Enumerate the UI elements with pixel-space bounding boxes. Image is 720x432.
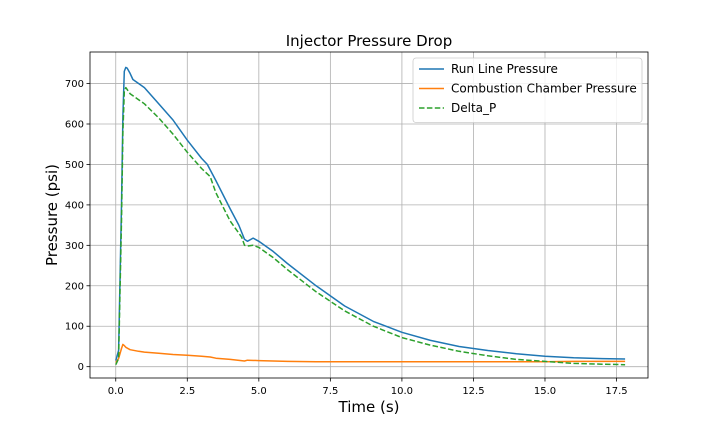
x-tick-label: 17.5 (605, 386, 627, 397)
series-lines (115, 66, 626, 366)
chart-title: Injector Pressure Drop (286, 32, 452, 50)
y-tick-label: 700 (65, 79, 84, 90)
legend-box (412, 57, 643, 123)
y-tick-label: 200 (65, 281, 84, 292)
x-tick-label: 12.5 (462, 386, 484, 397)
series-line-combustion-chamber-pressure (115, 343, 626, 364)
series-line-run-line-pressure (115, 66, 626, 361)
legend-label: Delta_P (451, 101, 496, 115)
legend: Run Line Pressure Combustion Chamber Pres… (412, 57, 643, 123)
legend-label: Run Line Pressure (451, 62, 558, 76)
y-tick-label: 600 (65, 119, 84, 130)
y-tick-label: 500 (65, 160, 84, 171)
x-tick-label: 15.0 (534, 386, 556, 397)
x-tick-label: 5.0 (251, 386, 267, 397)
x-tick-label: 10.0 (391, 386, 413, 397)
legend-label: Combustion Chamber Pressure (451, 82, 637, 96)
y-tick-label: 100 (65, 322, 84, 333)
x-tick-label: 2.5 (179, 386, 195, 397)
x-tick-label: 0.0 (108, 386, 124, 397)
y-tick-label: 400 (65, 200, 84, 211)
series-line-delta-p (115, 86, 626, 366)
y-tick-label: 0 (78, 362, 84, 373)
x-axis-title: Time (s) (338, 398, 400, 416)
y-axis-title: Pressure (psi) (43, 164, 61, 266)
x-tick-label: 7.5 (322, 386, 338, 397)
axis-ticks: 0.0 2.5 5.0 7.5 10.0 12.5 15.0 17.5 0 100 200 300 40… (65, 79, 628, 397)
plot-frame (89, 51, 649, 379)
y-tick-label: 300 (65, 241, 84, 252)
